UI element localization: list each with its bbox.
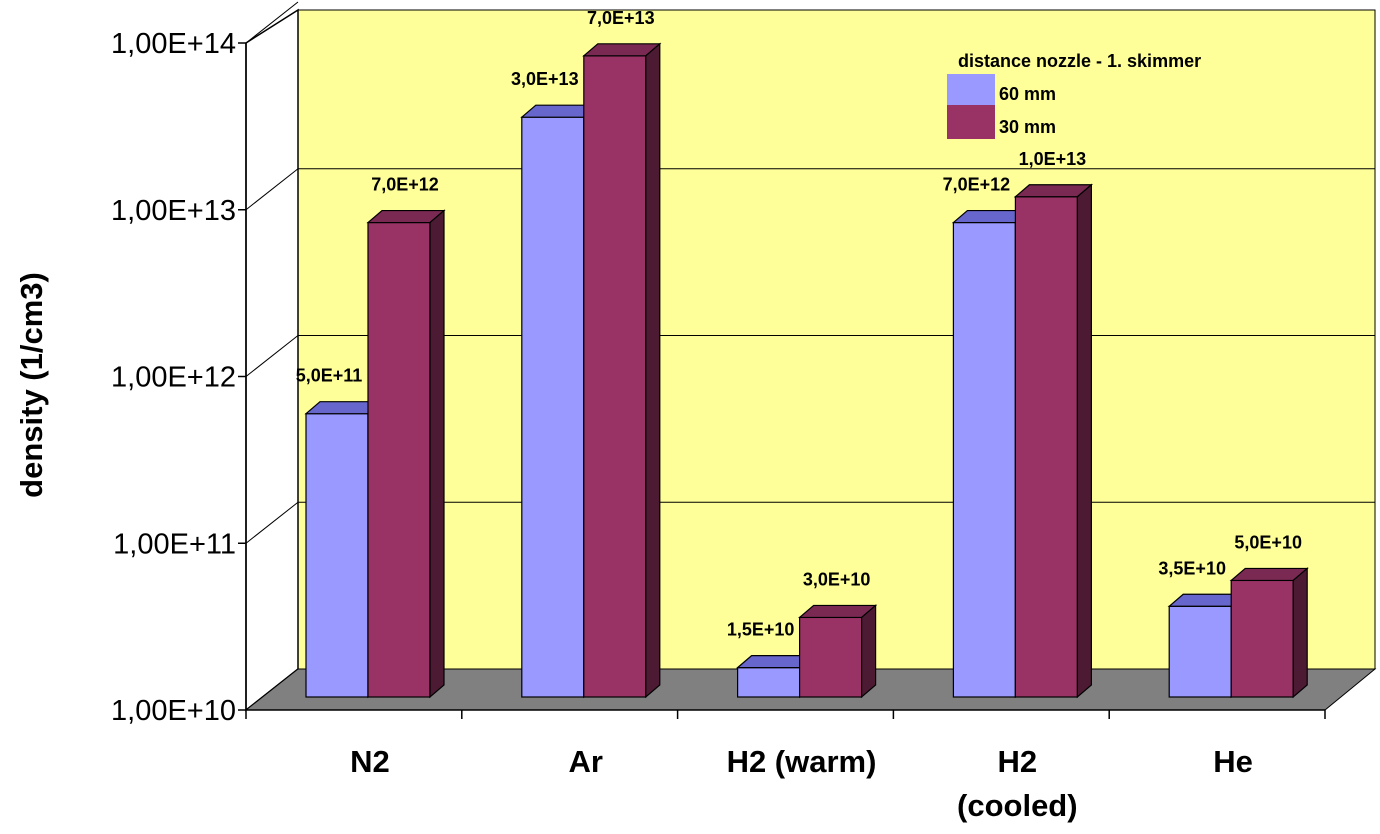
y-axis-ticks: 1,00E+10 1,00E+11 1,00E+12 1,00E+13 1,00E+14: [111, 28, 246, 727]
bar-side: [1076, 183, 1093, 699]
bar: [797, 604, 878, 699]
bar-front: [1168, 605, 1232, 698]
category-label: H2 (warm): [727, 744, 877, 779]
data-label: 7,0E+12: [371, 175, 439, 195]
bar-side: [860, 604, 877, 699]
side-gridline: [245, 335, 299, 377]
legend: distance nozzle - 1. skimmer 60 mm 30 mm: [947, 51, 1201, 139]
y-tick-label: 1,00E+10: [111, 695, 236, 727]
bar: [1013, 183, 1094, 699]
legend-title: distance nozzle - 1. skimmer: [958, 51, 1201, 71]
side-gridline: [245, 1, 299, 44]
bar-front: [367, 221, 431, 698]
bar-front: [305, 413, 369, 698]
data-label: 7,0E+12: [943, 175, 1011, 195]
y-tick-label: 1,00E+14: [111, 28, 236, 60]
bar: [1229, 567, 1309, 699]
data-label: 3,0E+10: [803, 569, 871, 589]
legend-label-30mm: 30 mm: [999, 117, 1056, 137]
data-label: 3,0E+13: [511, 69, 579, 89]
bar-side: [1292, 567, 1308, 699]
bar-front: [583, 55, 647, 698]
y-tick-label: 1,00E+11: [113, 528, 236, 560]
side-gridline: [245, 168, 299, 211]
bar-side: [429, 209, 445, 699]
data-label: 3,5E+10: [1158, 558, 1226, 578]
bar-front: [736, 667, 801, 698]
bar-front: [1014, 196, 1079, 698]
bar-front: [798, 616, 863, 698]
category-label: Ar: [568, 744, 602, 779]
y-tick-label: 1,00E+12: [111, 362, 236, 394]
bar-side: [645, 42, 661, 699]
category-label: N2: [350, 744, 390, 779]
y-axis-title: density (1/cm3): [14, 272, 49, 498]
bars: [304, 42, 1309, 699]
data-label: 1,5E+10: [727, 620, 795, 640]
side-wall: [245, 8, 299, 712]
category-label: He: [1213, 744, 1253, 779]
y-tick-label: 1,00E+13: [111, 195, 236, 227]
bar-front: [1230, 579, 1294, 698]
bar-front: [521, 116, 585, 698]
data-label: 5,0E+10: [1234, 532, 1302, 552]
data-label: 7,0E+13: [587, 8, 655, 28]
bar: [582, 42, 662, 699]
data-label: 1,0E+13: [1019, 149, 1087, 169]
category-label: H2 (cooled): [957, 744, 1078, 823]
category-labels: N2 Ar H2 (warm) H2 (cooled) He: [350, 744, 1253, 823]
legend-swatch-30mm: [947, 105, 995, 139]
legend-label-60mm: 60 mm: [999, 84, 1056, 104]
bar: [366, 209, 446, 699]
side-gridline: [245, 501, 299, 544]
x-axis-ticks: [245, 710, 1326, 719]
bar-front: [952, 221, 1017, 698]
data-label: 5,0E+11: [296, 366, 363, 386]
data-labels: 5,0E+11 7,0E+12 3,0E+13 7,0E+13 1,5E+10 3,0E+…: [296, 8, 1302, 640]
legend-swatch-60mm: [947, 74, 995, 105]
gridlines: [245, 1, 1375, 544]
